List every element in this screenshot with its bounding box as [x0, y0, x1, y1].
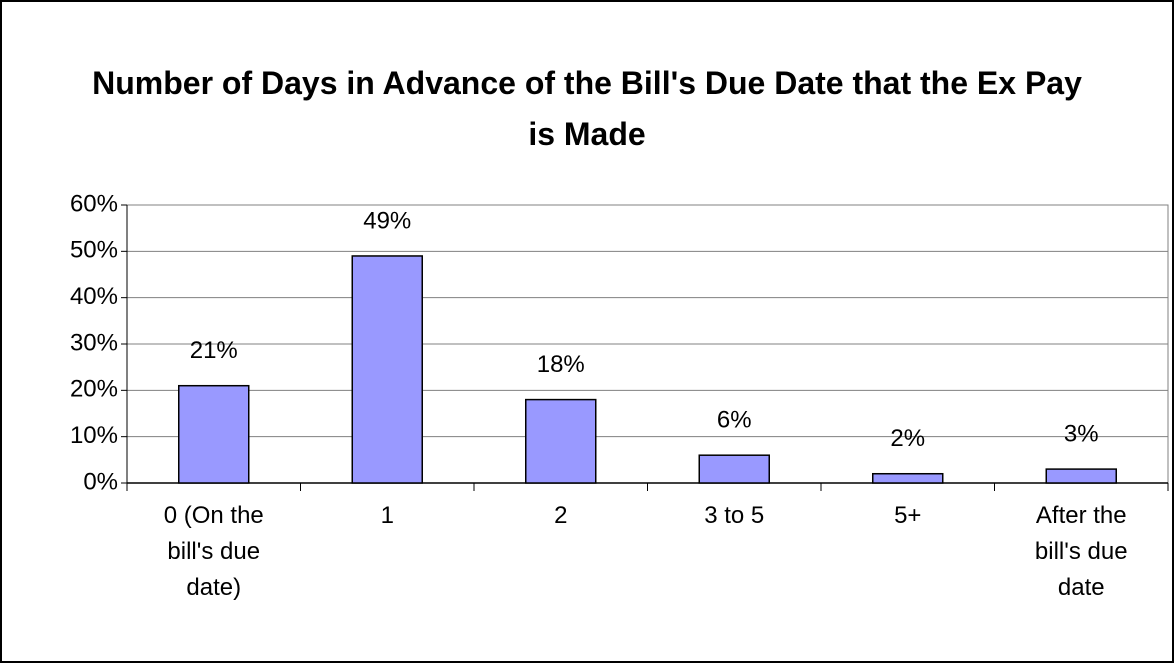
y-tick-label: 10% — [70, 422, 118, 449]
chart-title: Number of Days in Advance of the Bill's … — [92, 65, 1082, 152]
data-label: 18% — [537, 351, 585, 378]
bar — [872, 472, 944, 484]
data-label: 2% — [890, 425, 925, 452]
x-tick-label: 3 to 5 — [704, 502, 765, 529]
bar — [351, 255, 423, 484]
data-label: 6% — [717, 407, 752, 434]
y-tick-label: 0% — [83, 468, 118, 495]
data-label: 3% — [1064, 420, 1099, 447]
x-tick-label: 5+ — [894, 502, 922, 529]
x-tick-label: After the bill's due date — [1034, 502, 1128, 601]
bar — [698, 454, 770, 484]
y-tick-label: 50% — [70, 237, 118, 264]
data-label: 49% — [363, 207, 411, 234]
bar — [178, 384, 250, 484]
data-label: 21% — [190, 337, 238, 364]
bar — [525, 398, 597, 484]
y-tick-label: 40% — [70, 283, 118, 310]
y-tick-label: 30% — [70, 329, 118, 356]
y-tick-label: 20% — [70, 376, 118, 403]
x-tick-label: 2 — [554, 502, 568, 529]
x-tick-label: 1 — [380, 502, 394, 529]
bar — [1045, 468, 1117, 484]
y-tick-label: 60% — [70, 190, 118, 217]
x-tick-label: 0 (On the bill's due date) — [163, 502, 264, 601]
